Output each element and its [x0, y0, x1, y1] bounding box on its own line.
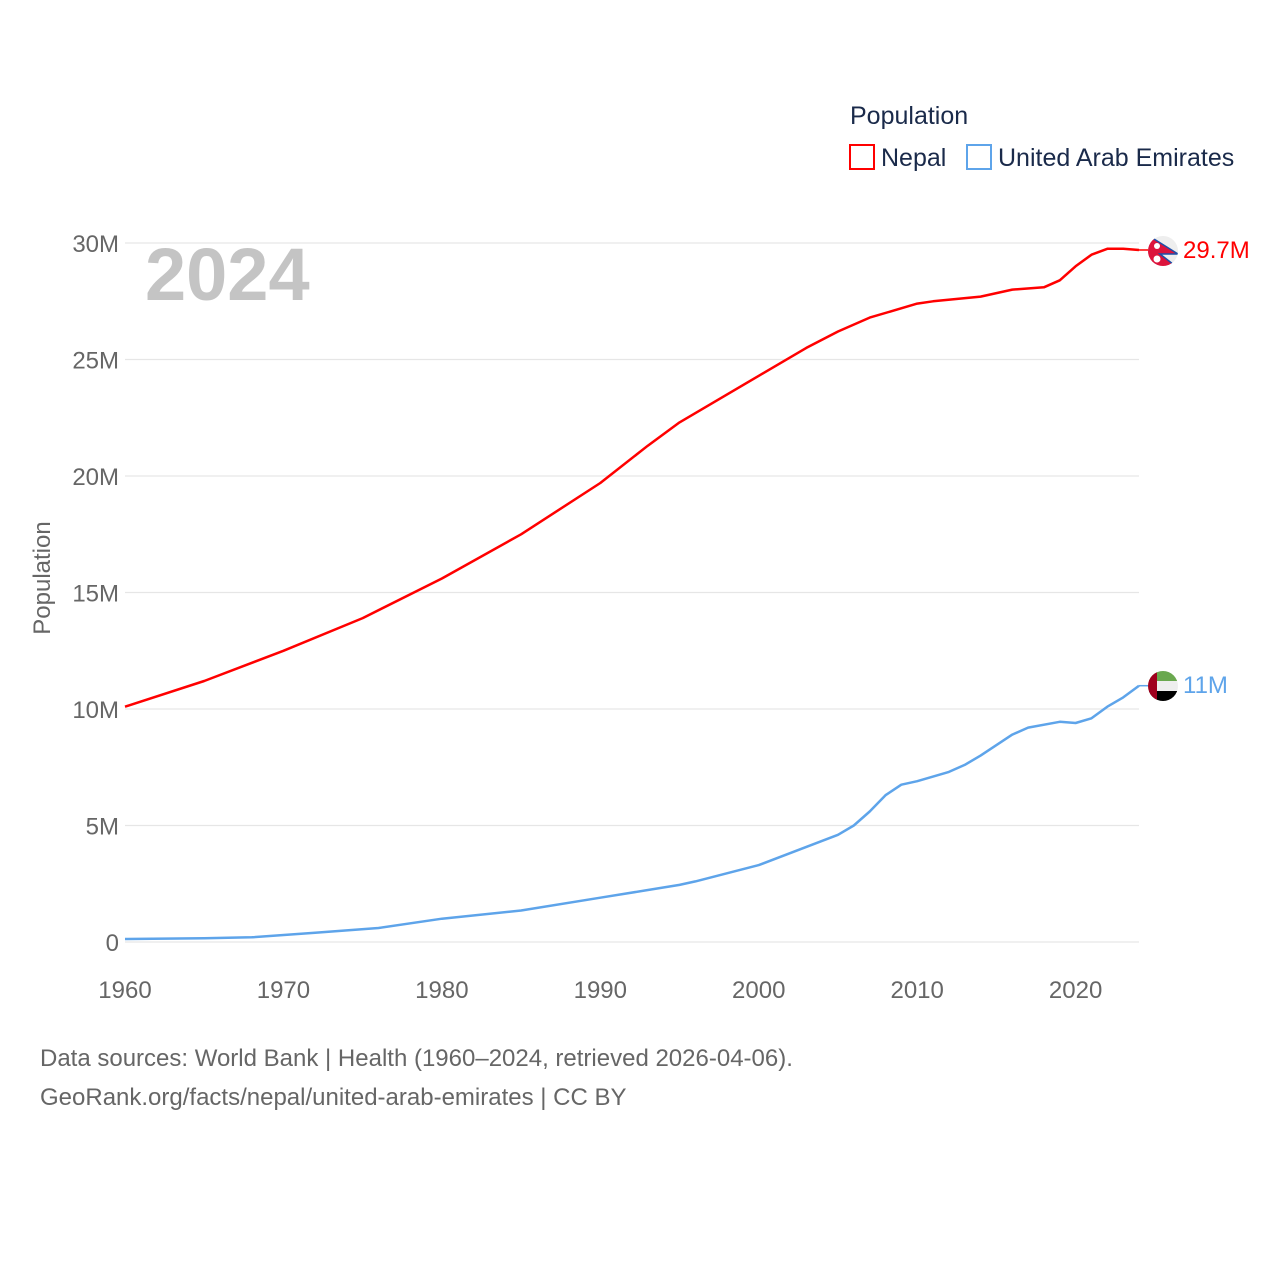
legend-label-nepal: Nepal — [881, 144, 946, 172]
legend-title: Population — [850, 102, 968, 130]
nepal-flag-icon — [1148, 236, 1178, 266]
legend-swatch-nepal — [849, 144, 875, 170]
year-watermark: 2024 — [145, 233, 310, 316]
end-label-nepal: 29.7M — [1183, 237, 1250, 264]
legend-swatch-uae — [966, 144, 992, 170]
x-tick-label: 2000 — [732, 977, 785, 1004]
y-tick-label: 0 — [106, 930, 119, 957]
attribution-link[interactable]: GeoRank.org/facts/nepal/united-arab-emir… — [40, 1084, 627, 1111]
x-tick-label: 1980 — [415, 977, 468, 1004]
y-tick-label: 25M — [72, 348, 119, 375]
x-tick-label: 1990 — [574, 977, 627, 1004]
uae-flag-icon — [1148, 671, 1178, 701]
y-tick-label: 15M — [72, 581, 119, 608]
end-label-uae: 11M — [1183, 672, 1228, 699]
legend-item-nepal[interactable]: Nepal — [849, 144, 946, 172]
y-tick-label: 5M — [86, 814, 119, 841]
y-tick-label: 30M — [72, 231, 119, 258]
y-tick-label: 20M — [72, 464, 119, 491]
x-tick-label: 1960 — [98, 977, 151, 1004]
legend-label-uae: United Arab Emirates — [998, 144, 1234, 172]
x-tick-label: 2020 — [1049, 977, 1102, 1004]
y-tick-label: 10M — [72, 697, 119, 724]
series-line-nepal — [124, 247, 1140, 708]
x-tick-label: 1970 — [257, 977, 310, 1004]
source-line: Data sources: World Bank | Health (1960–… — [40, 1045, 793, 1072]
y-axis-label: Population — [29, 521, 56, 634]
series-line-uae — [124, 684, 1140, 941]
x-tick-label: 2010 — [890, 977, 943, 1004]
legend-item-uae[interactable]: United Arab Emirates — [966, 144, 1234, 172]
